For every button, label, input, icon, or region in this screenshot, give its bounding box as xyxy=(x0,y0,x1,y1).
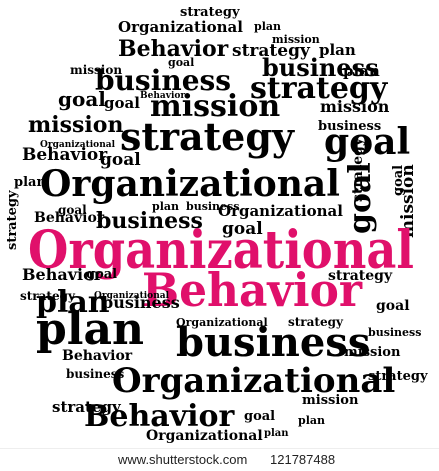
word-goal: goal xyxy=(86,267,117,282)
word-behavior: Behavior xyxy=(62,348,133,364)
word-business: business xyxy=(262,53,379,82)
word-mission: mission xyxy=(398,164,418,238)
word-organizational: Organizational xyxy=(146,428,263,444)
word-goal: goal xyxy=(58,87,106,111)
word-mission: mission xyxy=(28,112,123,138)
word-goal: goal xyxy=(100,150,141,170)
word-plan: plan xyxy=(343,62,380,80)
word-behavior: Behavior xyxy=(140,91,185,101)
word-plan: plan xyxy=(36,285,110,320)
word-plan: plan xyxy=(36,304,144,355)
word-plan: plan xyxy=(152,200,179,213)
word-plan: plan xyxy=(298,414,325,427)
word-goal: goal xyxy=(58,203,87,217)
word-business: business xyxy=(176,319,370,366)
word-strategy: strategy xyxy=(120,114,295,159)
headline-organizational: Organizational xyxy=(28,220,414,281)
word-strategy: strategy xyxy=(250,71,389,106)
headline-behavior: Behavior xyxy=(142,263,363,317)
word-behavior: Behavior xyxy=(22,265,103,284)
word-behavior: Behavior xyxy=(22,145,108,165)
word-strategy: strategy xyxy=(368,369,428,384)
word-plan: plan xyxy=(14,175,46,190)
watermark-image-id: 121787488 xyxy=(270,452,336,467)
word-mission: mission xyxy=(344,345,401,360)
word-plan: plan xyxy=(254,20,281,33)
word-strategy: strategy xyxy=(5,190,20,250)
word-business: business xyxy=(66,367,125,381)
word-organizational: Organizational xyxy=(176,316,268,329)
word-goal: goal xyxy=(324,121,410,163)
word-strategy: strategy xyxy=(232,41,311,61)
watermark-site: www.shutterstock.com xyxy=(118,452,248,467)
word-strategy: strategy xyxy=(288,315,344,329)
word-cloud: strategy Organizational plan mission Beh… xyxy=(5,5,428,444)
word-organizational: Organizational xyxy=(40,140,116,150)
word-organizational: Organizational xyxy=(118,18,243,36)
word-mission: mission xyxy=(302,393,359,408)
word-business: business xyxy=(95,64,231,97)
word-goal: goal xyxy=(104,94,140,112)
word-business: business xyxy=(186,200,239,213)
word-behavior: Behavior xyxy=(84,399,236,434)
word-mission: mission xyxy=(150,89,280,124)
word-organizational: Organizational xyxy=(218,202,343,220)
word-business: business xyxy=(318,119,381,134)
word-plan: plan xyxy=(319,41,356,59)
word-plan: plan xyxy=(264,428,289,439)
word-mission: mission xyxy=(272,33,320,46)
word-organizational: Organizational xyxy=(94,291,170,301)
word-strategy: strategy xyxy=(52,398,122,416)
word-behavior: Behavior xyxy=(118,36,229,62)
word-strategy: strategy xyxy=(20,289,76,303)
word-strategy: strategy xyxy=(180,5,240,20)
word-organizational: Organizational xyxy=(112,361,395,401)
stock-watermark-bar: www.shutterstock.com 121787488 xyxy=(0,448,439,471)
word-goal: goal xyxy=(343,162,378,234)
word-goal: goal xyxy=(168,56,194,69)
word-strategy: strategy xyxy=(350,137,366,202)
word-business: business xyxy=(96,208,203,234)
word-goal: goal xyxy=(391,165,406,196)
word-goal: goal xyxy=(376,298,410,314)
word-goal: goal xyxy=(244,409,275,424)
word-mission: mission xyxy=(320,97,390,116)
word-strategy: strategy xyxy=(328,268,393,284)
word-business: business xyxy=(102,293,180,312)
word-behavior: Behavior xyxy=(34,210,105,226)
word-mission: mission xyxy=(70,63,122,77)
word-organizational: Organizational xyxy=(40,163,340,205)
word-goal: goal xyxy=(222,219,263,239)
word-business: business xyxy=(368,326,421,339)
